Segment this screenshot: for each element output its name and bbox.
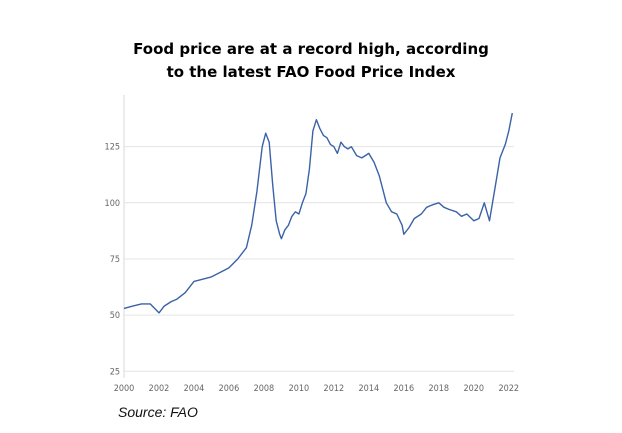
x-axis: 2000 2002 2004 2006 2008 2010 2012 2014 2016 2018… <box>114 384 519 394</box>
y-tick-label: 100 <box>105 199 120 209</box>
chart-title-line-1: Food price are at a record high, accordi… <box>133 40 489 58</box>
y-axis: 25 50 75 100 125 <box>105 143 120 378</box>
x-tick-label: 2004 <box>184 384 205 394</box>
x-tick-label: 2020 <box>463 384 484 394</box>
y-tick-label: 50 <box>110 311 120 321</box>
x-tick-label: 2022 <box>498 384 519 394</box>
chart-title: Food price are at a record high, accordi… <box>0 38 622 84</box>
x-tick-label: 2018 <box>428 384 449 394</box>
grid-lines <box>123 95 514 378</box>
y-tick-label: 25 <box>110 367 120 377</box>
x-tick-label: 2002 <box>149 384 170 394</box>
source-caption: Source: FAO <box>118 404 198 420</box>
plot-area <box>123 112 513 314</box>
x-tick-label: 2000 <box>114 384 135 394</box>
x-tick-label: 2012 <box>324 384 345 394</box>
y-tick-label: 125 <box>105 143 120 153</box>
series-line <box>123 112 513 314</box>
x-tick-label: 2010 <box>289 384 310 394</box>
x-tick-label: 2014 <box>359 384 380 394</box>
y-tick-label: 75 <box>110 255 120 265</box>
x-tick-label: 2016 <box>394 384 415 394</box>
chart-title-line-2: to the latest FAO Food Price Index <box>166 63 456 81</box>
x-tick-label: 2008 <box>254 384 275 394</box>
x-tick-label: 2006 <box>219 384 240 394</box>
